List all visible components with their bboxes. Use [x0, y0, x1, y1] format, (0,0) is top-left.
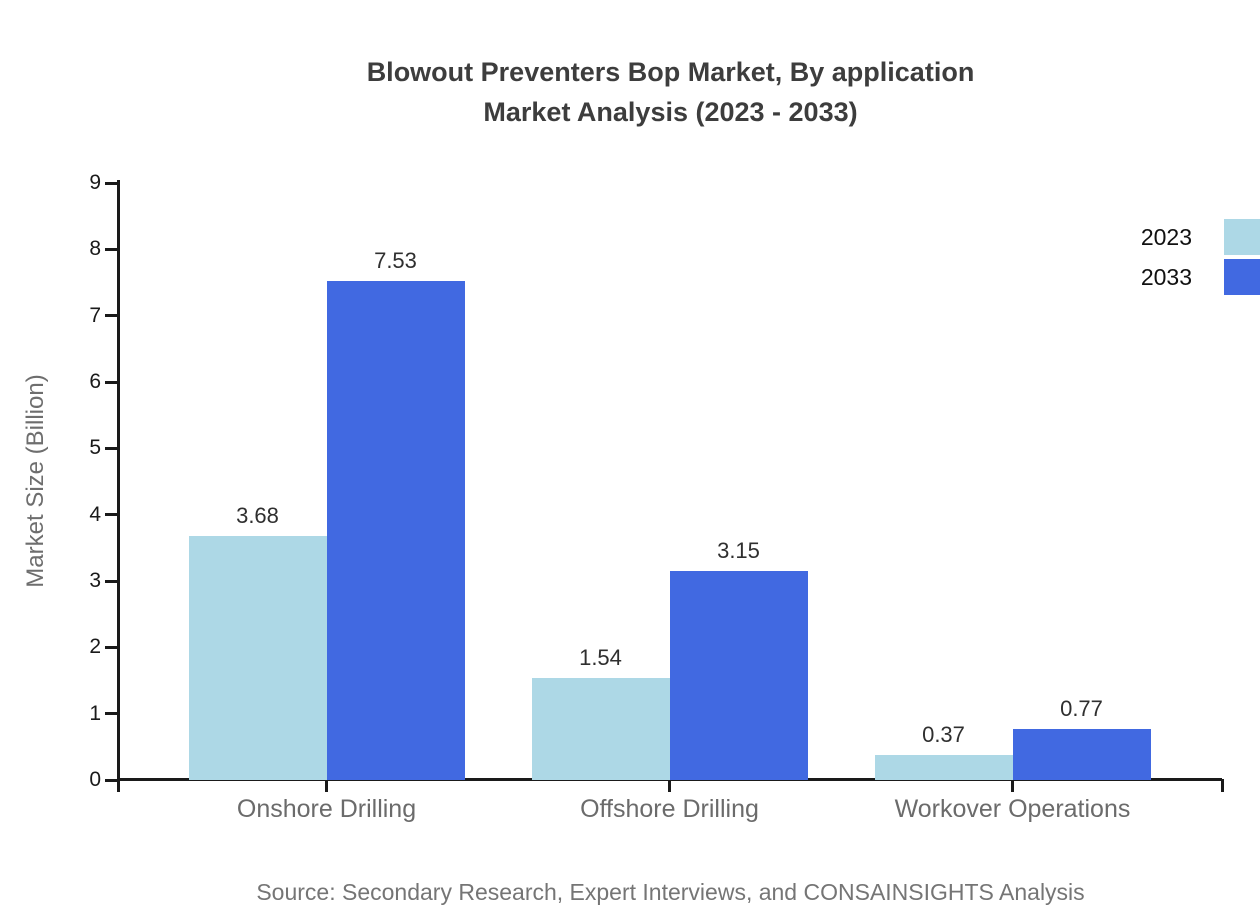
y-axis-line — [117, 180, 120, 792]
value-label-2033-workover-operations: 0.77 — [1060, 695, 1103, 721]
y-axis-tick — [105, 247, 117, 251]
bar-2033-offshore-drilling — [669, 571, 808, 780]
bar-2023-onshore-drilling — [188, 535, 327, 780]
x-axis-category-label: Offshore Drilling — [580, 795, 759, 823]
y-axis-tick — [105, 778, 117, 782]
y-axis-tick — [105, 513, 117, 517]
bar-2033-workover-operations — [1012, 728, 1151, 780]
y-axis-tick-label: 6 — [89, 370, 101, 393]
legend-label-2023: 2023 — [1140, 224, 1192, 250]
bar-2033-onshore-drilling — [326, 280, 465, 780]
bar-2023-workover-operations — [874, 755, 1013, 780]
x-axis-tick — [668, 779, 671, 792]
value-label-2023-offshore-drilling: 1.54 — [579, 644, 622, 670]
y-axis-tick — [105, 314, 117, 318]
value-label-2023-onshore-drilling: 3.68 — [236, 502, 279, 528]
x-axis-tick — [325, 779, 328, 792]
x-axis-tick — [1011, 779, 1014, 792]
chart-title: Blowout Preventers Bop Market, By applic… — [119, 52, 1222, 132]
value-label-2023-workover-operations: 0.37 — [922, 722, 965, 748]
source-note: Source: Secondary Research, Expert Inter… — [256, 879, 1085, 905]
legend-swatch-2033 — [1224, 259, 1260, 295]
legend-swatch-2023 — [1224, 219, 1260, 255]
bar-2023-offshore-drilling — [531, 677, 670, 780]
value-label-2033-offshore-drilling: 3.15 — [717, 538, 760, 564]
y-axis-tick — [105, 579, 117, 583]
chart-title-line2: Market Analysis (2023 - 2033) — [483, 97, 858, 127]
y-axis-tick-label: 3 — [89, 569, 101, 592]
y-axis-tick-label: 1 — [89, 701, 101, 725]
y-axis-tick-label: 2 — [89, 635, 101, 659]
value-label-2033-onshore-drilling: 7.53 — [374, 247, 417, 273]
y-axis-tick — [105, 446, 117, 450]
y-axis-tick — [105, 380, 117, 384]
chart-title-line1: Blowout Preventers Bop Market, By applic… — [366, 57, 975, 87]
y-axis-tick-label: 4 — [89, 502, 101, 526]
y-axis-tick-label: 8 — [89, 237, 101, 261]
y-axis-tick — [105, 712, 117, 716]
x-axis-category-label: Onshore Drilling — [236, 795, 417, 823]
y-axis-tick-label: 5 — [89, 436, 101, 460]
y-axis-tick — [105, 181, 117, 185]
x-axis-tick — [1220, 779, 1224, 792]
y-axis-tick-label: 7 — [89, 303, 101, 327]
x-axis-category-label: Workover Operations — [894, 795, 1131, 823]
legend-label-2033: 2033 — [1140, 264, 1192, 290]
y-axis-tick-label: 0 — [89, 768, 101, 791]
y-axis-tick — [105, 645, 117, 649]
y-axis-tick-label: 9 — [89, 171, 101, 194]
